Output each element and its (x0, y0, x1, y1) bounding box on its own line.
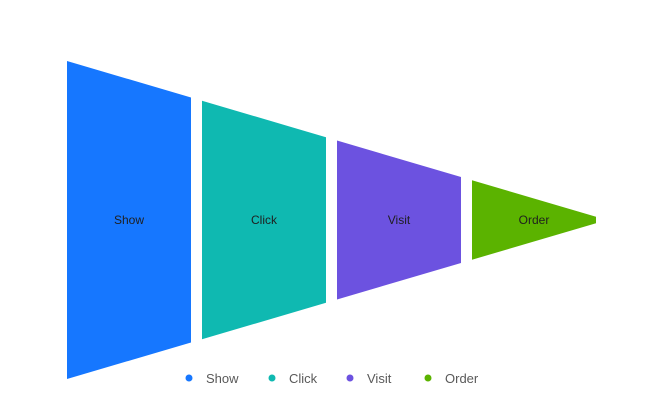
legend-item-click[interactable]: Click (268, 371, 318, 386)
funnel-stage-label-order: Order (519, 213, 550, 227)
legend-label-show: Show (206, 371, 239, 386)
funnel-stage-label-show: Show (114, 213, 144, 227)
legend-marker-show (185, 374, 193, 382)
funnel-segments (67, 61, 596, 379)
funnel-segment-show[interactable] (67, 61, 191, 379)
chart-legend: Show Click Visit Order (185, 371, 479, 386)
legend-item-visit[interactable]: Visit (346, 371, 392, 386)
legend-label-click: Click (289, 371, 318, 386)
funnel-segment-order[interactable] (472, 180, 596, 260)
funnel-stage-labels: Show Click Visit Order (114, 213, 549, 227)
legend-item-show[interactable]: Show (185, 371, 240, 386)
legend-marker-click (268, 374, 276, 382)
funnel-segment-click[interactable] (202, 100, 326, 340)
funnel-stage-label-visit: Visit (388, 213, 411, 227)
legend-marker-visit (346, 374, 354, 382)
legend-item-order[interactable]: Order (424, 371, 479, 386)
legend-label-order: Order (445, 371, 479, 386)
legend-marker-order (424, 374, 432, 382)
funnel-segment-visit[interactable] (337, 140, 461, 300)
legend-label-visit: Visit (367, 371, 392, 386)
funnel-stage-label-click: Click (251, 213, 278, 227)
